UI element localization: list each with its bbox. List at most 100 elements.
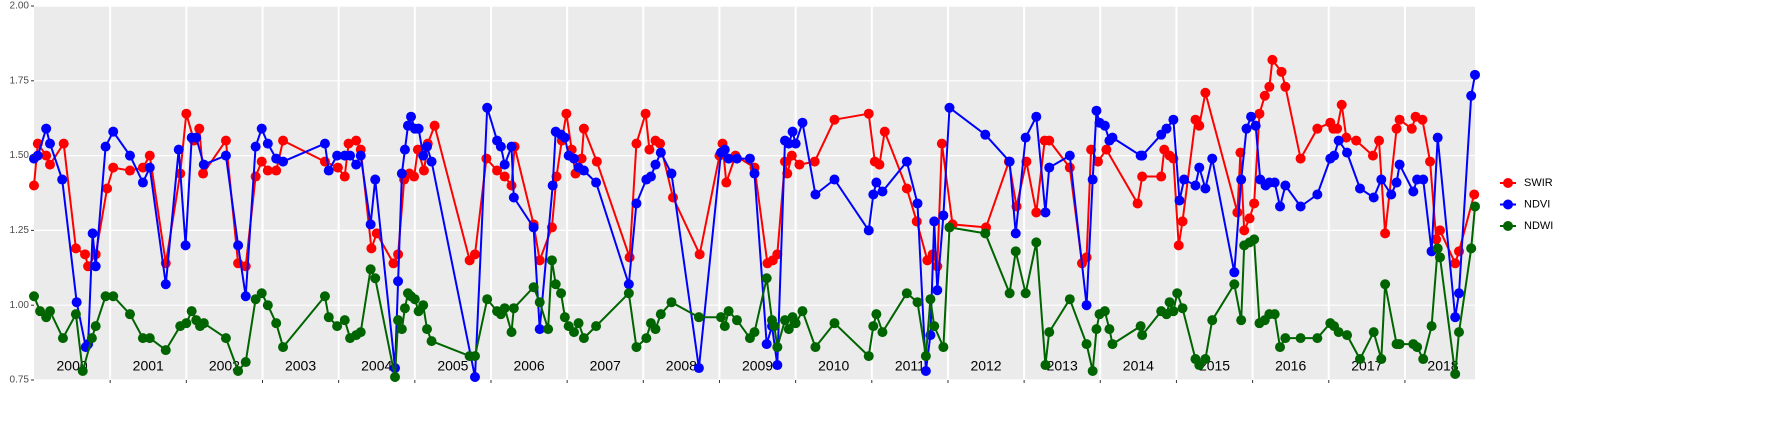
point bbox=[388, 258, 399, 269]
point bbox=[365, 219, 376, 230]
point bbox=[1161, 123, 1172, 134]
point bbox=[1470, 69, 1480, 80]
point bbox=[591, 156, 602, 167]
point bbox=[371, 228, 382, 239]
point bbox=[1179, 174, 1190, 185]
point bbox=[797, 117, 808, 128]
point bbox=[1254, 108, 1265, 119]
point bbox=[1207, 315, 1218, 326]
point bbox=[422, 324, 432, 335]
point bbox=[938, 342, 949, 353]
point bbox=[1099, 120, 1110, 131]
point bbox=[1450, 312, 1461, 323]
point bbox=[194, 123, 205, 134]
point bbox=[650, 324, 661, 335]
point bbox=[749, 168, 760, 179]
point bbox=[559, 312, 570, 323]
point bbox=[1244, 213, 1255, 224]
point bbox=[220, 135, 231, 146]
point bbox=[731, 153, 742, 164]
point bbox=[666, 297, 677, 308]
point bbox=[871, 309, 882, 320]
point bbox=[1040, 207, 1051, 218]
point bbox=[1425, 156, 1436, 167]
point bbox=[1295, 333, 1306, 344]
point bbox=[559, 132, 570, 143]
point bbox=[1426, 321, 1437, 332]
point bbox=[655, 147, 666, 158]
point bbox=[1470, 201, 1480, 212]
point bbox=[393, 276, 404, 287]
point bbox=[495, 141, 506, 152]
year-label: 2018 bbox=[1427, 358, 1458, 374]
point bbox=[693, 363, 704, 374]
point bbox=[506, 180, 517, 191]
point bbox=[556, 288, 567, 299]
point bbox=[181, 318, 192, 329]
point bbox=[1241, 123, 1252, 134]
y-tick-label: 0.75 bbox=[10, 375, 30, 386]
point bbox=[469, 372, 480, 383]
point bbox=[1434, 252, 1445, 263]
point bbox=[44, 306, 55, 317]
point bbox=[332, 162, 343, 173]
point bbox=[1194, 162, 1205, 173]
point bbox=[944, 222, 955, 233]
point bbox=[719, 321, 730, 332]
point bbox=[1394, 339, 1405, 350]
point bbox=[534, 297, 545, 308]
point bbox=[1044, 162, 1055, 173]
point bbox=[499, 171, 510, 182]
point bbox=[783, 324, 794, 335]
point bbox=[1040, 360, 1051, 371]
point bbox=[631, 138, 642, 149]
point bbox=[543, 324, 554, 335]
point bbox=[429, 120, 440, 131]
point bbox=[58, 138, 69, 149]
point bbox=[1368, 327, 1379, 338]
point bbox=[797, 306, 808, 317]
y-tick-label: 1.25 bbox=[10, 225, 30, 236]
point bbox=[492, 165, 503, 176]
point bbox=[426, 156, 437, 167]
point bbox=[1250, 120, 1261, 131]
year-label: 2001 bbox=[133, 358, 164, 374]
point bbox=[1280, 180, 1291, 191]
point bbox=[87, 228, 98, 239]
point bbox=[1190, 180, 1201, 191]
year-label: 2011 bbox=[895, 358, 925, 374]
year-label: 2007 bbox=[590, 358, 621, 374]
point bbox=[343, 138, 354, 149]
point bbox=[879, 126, 890, 137]
point bbox=[761, 339, 772, 350]
point bbox=[576, 153, 587, 164]
point bbox=[901, 183, 912, 194]
point bbox=[1044, 135, 1055, 146]
point bbox=[1454, 288, 1465, 299]
point bbox=[1239, 225, 1250, 236]
point bbox=[396, 324, 407, 335]
point bbox=[1168, 306, 1179, 317]
point bbox=[1044, 327, 1055, 338]
point bbox=[1207, 153, 1218, 164]
y-tick-label: 1.00 bbox=[10, 300, 30, 311]
point bbox=[829, 318, 840, 329]
point bbox=[694, 249, 705, 260]
point bbox=[641, 333, 652, 344]
point bbox=[769, 321, 780, 332]
point bbox=[1246, 111, 1257, 122]
year-label: 2008 bbox=[666, 358, 697, 374]
point bbox=[198, 168, 209, 179]
point bbox=[355, 150, 366, 161]
point bbox=[1269, 309, 1280, 320]
point bbox=[481, 153, 492, 164]
point bbox=[1391, 123, 1402, 134]
point bbox=[351, 159, 362, 170]
point bbox=[418, 150, 429, 161]
point bbox=[1391, 177, 1402, 188]
point bbox=[944, 102, 955, 113]
series-marks bbox=[29, 54, 1480, 383]
legend-swatch bbox=[1503, 178, 1513, 188]
point bbox=[650, 159, 661, 170]
